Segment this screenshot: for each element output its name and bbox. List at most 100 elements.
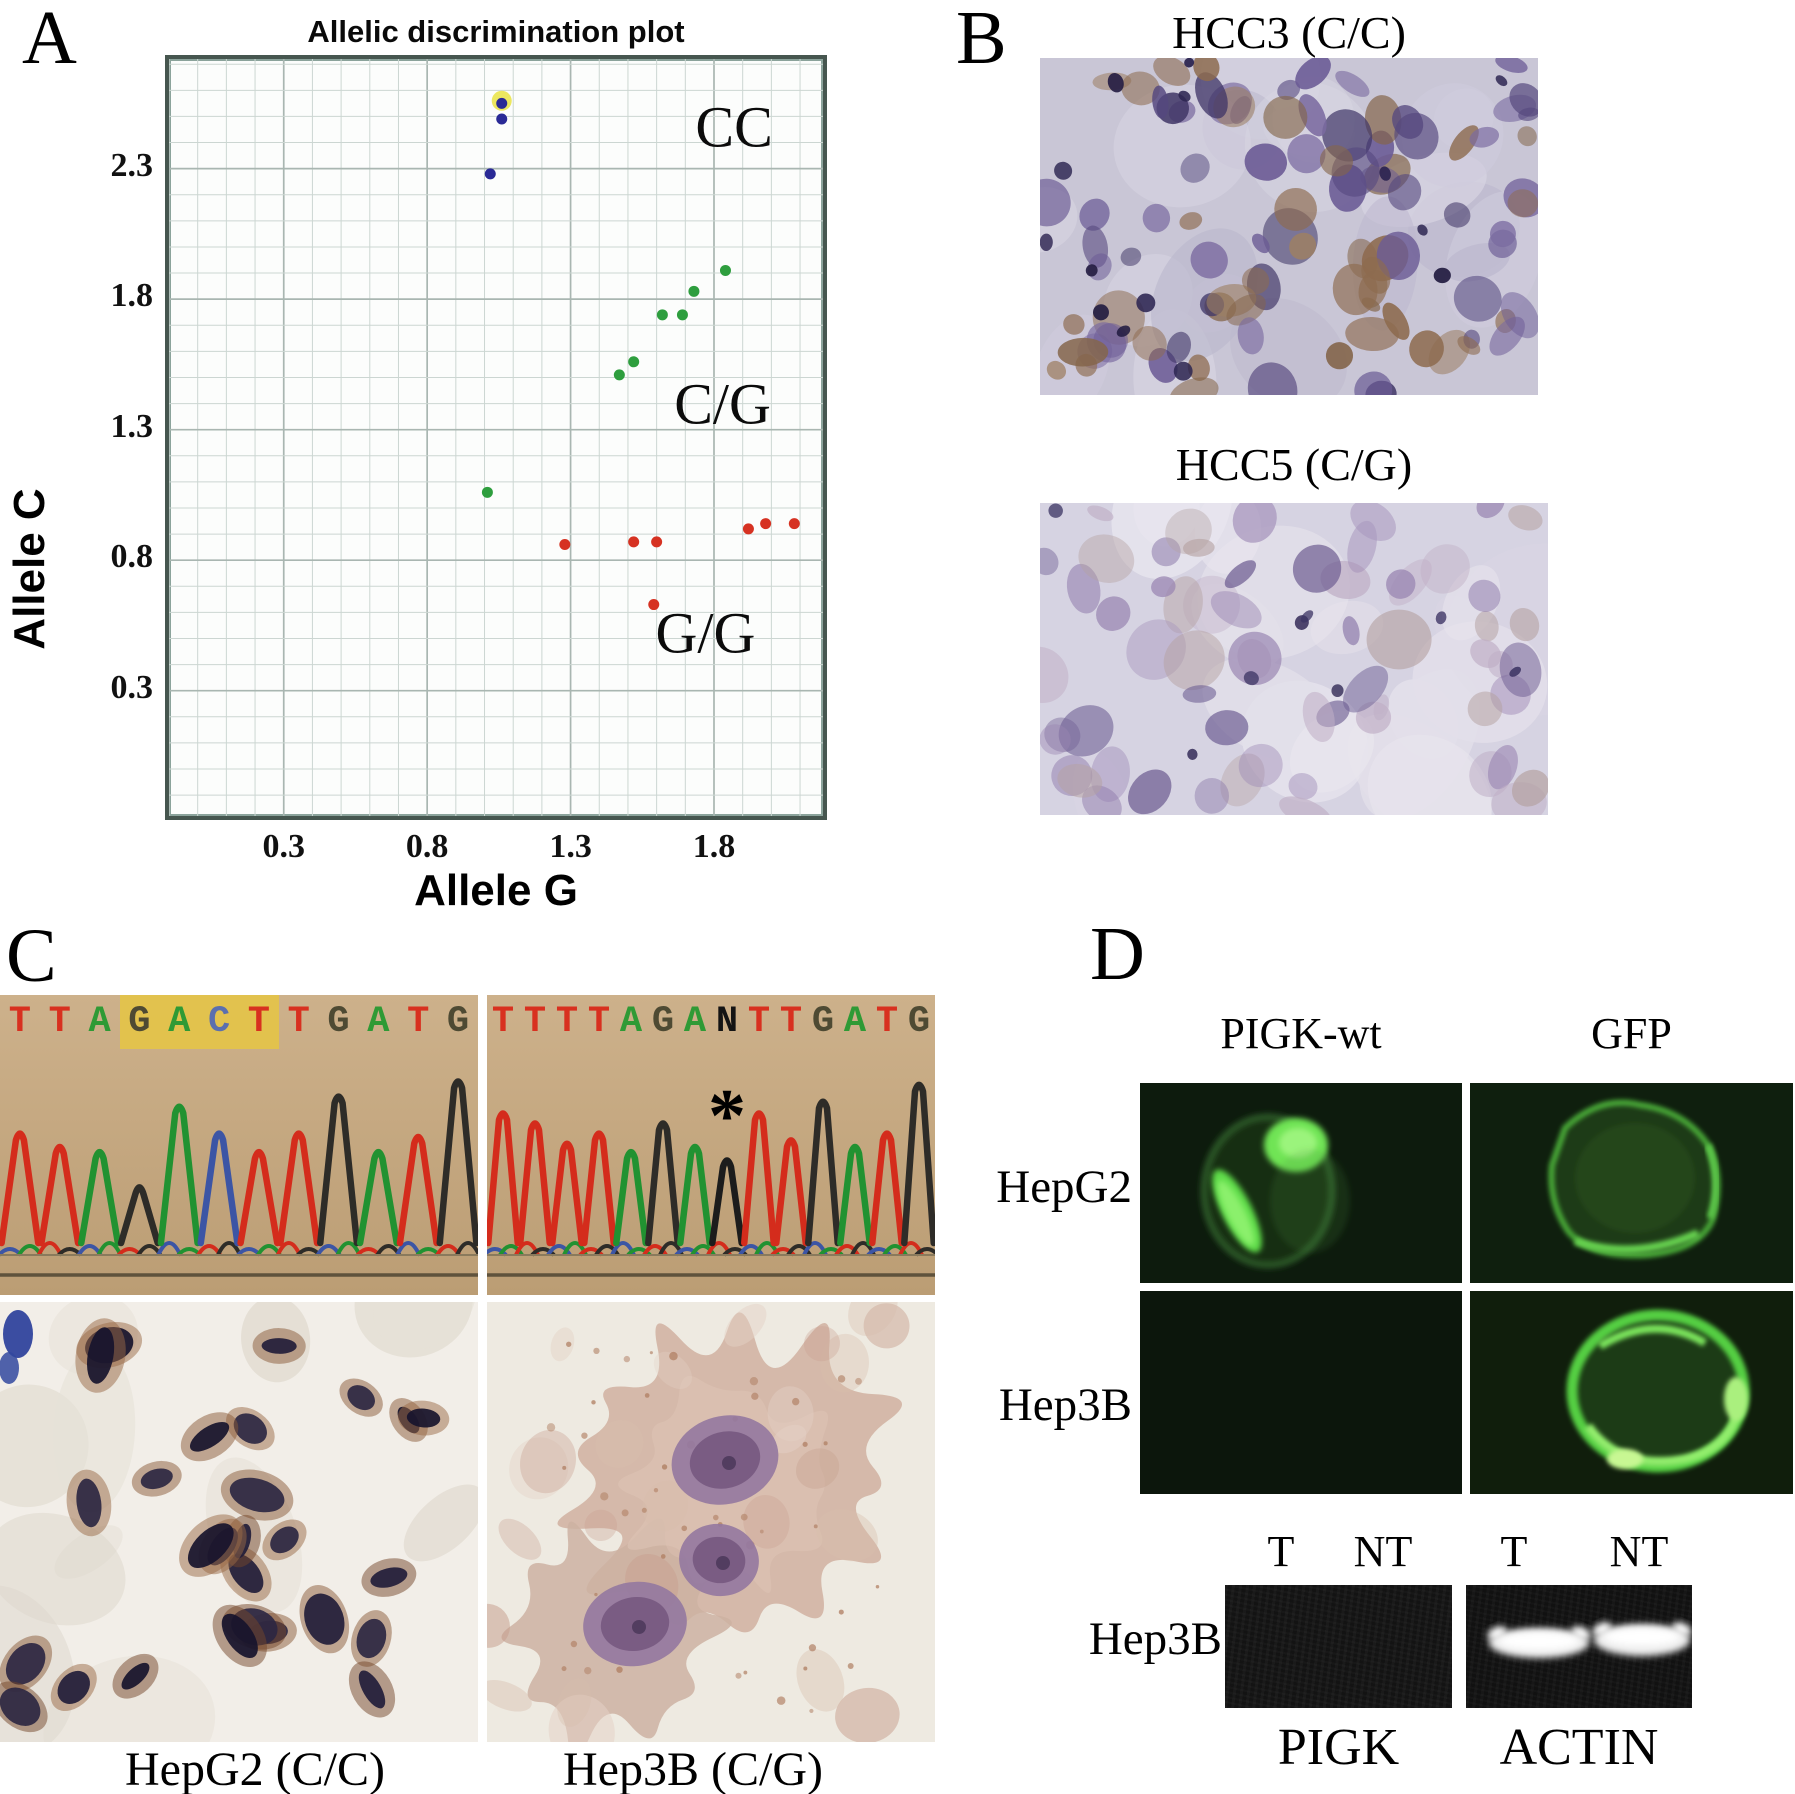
base-letter: T [555, 1001, 579, 1043]
tissue-blob [1151, 537, 1181, 567]
tissue-blob [53, 1348, 136, 1513]
stain-speckle [749, 1376, 759, 1386]
data-point-CC [484, 168, 496, 180]
pigk-gel-image [1225, 1585, 1452, 1708]
tissue-blob [1121, 71, 1160, 106]
peak-C [197, 1130, 241, 1247]
base-letter: G [446, 1001, 470, 1043]
tissue-blob [487, 1680, 532, 1712]
tissue-blob [1173, 361, 1193, 381]
blue-stain-blob [3, 1310, 33, 1358]
tissue-blob [772, 1424, 807, 1454]
tissue-blob [1509, 666, 1521, 677]
peak-T [741, 1110, 777, 1247]
tissue-blob [1247, 362, 1298, 395]
cell-body [221, 1613, 258, 1659]
base-letter: A [367, 1001, 390, 1043]
base-letter: G [907, 1001, 931, 1043]
plot-area: CC C/G G/G [168, 59, 823, 816]
cell-body [229, 1477, 285, 1513]
tissue-blob [1066, 563, 1101, 614]
tissue-blob [1178, 90, 1191, 102]
baseline-noise [914, 1247, 935, 1257]
fluo-hepg2-pigkwt [1140, 1083, 1462, 1283]
tissue-blob [1093, 304, 1109, 321]
baseline-noise [770, 1247, 796, 1257]
data-point-G-G [559, 539, 571, 551]
tissue-blob [557, 1678, 592, 1727]
cell-body [5, 1642, 46, 1685]
baseline-noise [275, 1241, 302, 1256]
peak-T [396, 1133, 440, 1247]
tissue-blob [1183, 538, 1215, 557]
tissue-blob [863, 1303, 910, 1349]
tissue-blob [1184, 58, 1195, 68]
base-letter: A [843, 1001, 867, 1043]
cell-body [189, 1421, 230, 1452]
actin-gel-bands-art [1487, 1622, 1692, 1658]
tissue-blob [1487, 745, 1518, 790]
genotype-label-C-G: C/G [674, 371, 771, 437]
baseline-noise [642, 1244, 668, 1257]
peak-T [237, 1148, 281, 1247]
hep3b-stained-cells-image [487, 1302, 935, 1742]
tissue-blob [1163, 630, 1225, 691]
baseline-noise [498, 1244, 524, 1257]
cell-body [140, 1468, 173, 1490]
y-tick-label: 1.3 [110, 407, 154, 445]
base-letter: T [875, 1001, 899, 1043]
tissue-blob [1057, 337, 1109, 367]
peak-A [356, 1148, 400, 1247]
tissue-blob [1508, 505, 1543, 531]
baseline-noise [626, 1247, 652, 1257]
data-point-C-G [656, 309, 668, 321]
fluo-hep3b-gfp [1470, 1291, 1793, 1494]
base-letter: T [587, 1001, 611, 1043]
tissue-blob [487, 1603, 510, 1648]
peak-T [869, 1130, 905, 1247]
tissue-blob [1263, 95, 1308, 139]
cell-body [406, 1408, 441, 1428]
tissue-blob [1386, 569, 1416, 599]
gel-band [1592, 1622, 1692, 1656]
tissue-blob [1120, 247, 1142, 267]
peak-T [38, 1143, 82, 1247]
tissue-blob [1342, 616, 1360, 646]
tissue-blob [1085, 264, 1098, 277]
peak-T [773, 1137, 809, 1247]
tissue-blob [520, 1429, 577, 1494]
stain-speckle [546, 1423, 556, 1432]
tissue-blob [1517, 126, 1537, 147]
nucleolus [722, 1456, 736, 1470]
tissue-blob [642, 1480, 689, 1532]
tissue-blob [1335, 70, 1370, 97]
lane-label-t2: T [1500, 1527, 1528, 1576]
tissue-blob [1292, 544, 1342, 593]
hcc3-title: HCC3 (C/C) [1172, 7, 1406, 58]
hepg2-row-label: HepG2 [996, 1161, 1132, 1213]
base-letter: G [651, 1001, 675, 1043]
tissue-blob [1046, 360, 1067, 380]
tissue-blob [1224, 560, 1257, 589]
tissue-blob [1509, 607, 1540, 642]
base-letter: T [287, 1001, 310, 1043]
peak-A [78, 1148, 122, 1247]
stain-speckle [743, 1670, 748, 1675]
panel-a-label: A [22, 0, 77, 80]
tissue-blob [1054, 161, 1073, 180]
cell-body [304, 1593, 345, 1645]
stain-speckle [712, 1514, 719, 1521]
data-point-C-G [719, 264, 731, 276]
tissue-blob [584, 1509, 618, 1542]
tissue-blob [1507, 189, 1538, 218]
tissue-blob [1180, 153, 1210, 183]
panel-c-label: C [6, 914, 57, 998]
tissue-blob [1364, 95, 1402, 145]
tissue-blob [724, 1303, 767, 1347]
stain-speckle [591, 1400, 596, 1405]
tissue-blob [848, 1302, 898, 1336]
tissue-blob [1136, 293, 1156, 313]
plot-title: Allelic discrimination plot [307, 14, 685, 49]
